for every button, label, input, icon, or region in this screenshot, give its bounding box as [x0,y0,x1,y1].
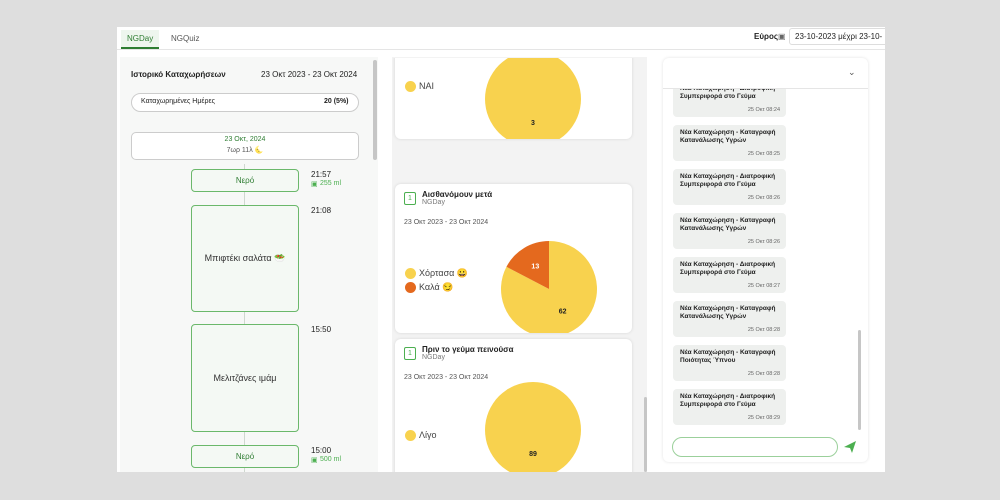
notification-time: 25 Οκτ 08:25 [747,151,780,157]
notification-title: Νέα Καταχώρηση - Διατροφική Συμπεριφορά … [680,393,776,408]
notification-time: 25 Οκτ 08:24 [747,107,780,113]
pie-slice [485,382,581,472]
card-period: 23 Οκτ 2023 - 23 Οκτ 2024 [404,219,489,226]
slice-label: 62 [559,308,567,315]
tab[interactable]: NGDay [121,30,160,49]
timeline-entry[interactable]: Μελιτζάνες ιμάμ [191,324,299,432]
legend-dot [405,282,416,293]
card-icon: 1 [404,192,416,205]
days-value: 20 (5%) [324,98,349,105]
legend-dot [405,268,416,279]
card-period: 23 Οκτ 2023 - 23 Οκτ 2024 [404,374,489,381]
message-input[interactable] [672,437,838,457]
notification-time: 25 Οκτ 08:26 [747,239,780,245]
notification-title: Νέα Καταχώρηση - Διατροφική Συμπεριφορά … [680,173,776,188]
app: NGDay NGQuiz Εύρος ▣ 23-10-2023 μέχρι 23… [117,27,885,472]
days-pill [131,93,359,112]
scrollbar [858,330,861,430]
timeline-line [244,164,245,472]
history-period: 23 Οκτ 2023 - 23 Οκτ 2024 [261,70,358,79]
header [117,27,885,50]
notification[interactable]: Νέα Καταχώρηση - Διατροφική Συμπεριφορά … [673,257,786,293]
notification[interactable]: Νέα Καταχώρηση - Καταγραφή Κατανάλωσης Υ… [673,213,786,249]
slice-label: 13 [531,263,539,270]
card-title: Αισθανόμουν μετά [422,190,493,199]
notifications-list: Νέα Καταχώρηση - Διατροφική Συμπεριφορά … [663,89,868,431]
legend-dot [405,81,416,92]
legend-label: Χόρτασα 😀 [419,268,469,278]
notification-time: 25 Οκτ 08:29 [747,415,780,421]
card-source: NGDay [422,199,445,206]
notification[interactable]: Νέα Καταχώρηση - Διατροφική Συμπεριφορά … [673,169,786,205]
cards-viewport: ΝΑΙ 3 1 Αισθανόμουν μετά NGDay 23 Οκτ 2023 - … [392,58,647,472]
range-label: Εύρος [754,32,778,41]
notification-title: Νέα Καταχώρηση - Καταγραφή Κατανάλωσης Υ… [680,217,776,232]
chart-card: ΝΑΙ 3 [395,58,632,139]
notification-title: Νέα Καταχώρηση - Καταγραφή Κατανάλωσης Υ… [680,305,776,320]
notification[interactable]: Νέα Καταχώρηση - Διατροφική Συμπεριφορά … [673,89,786,117]
timeline-entry[interactable]: Νερό [191,445,299,468]
notification-time: 25 Οκτ 08:28 [747,327,780,333]
chevron[interactable]: ⌄ [848,67,856,77]
pie-slice [501,241,597,333]
amount-icon: ▣ [311,457,318,464]
notification-title: Νέα Καταχώρηση - Καταγραφή Ποιότητας Ύπν… [680,349,776,364]
legend-label: ΝΑΙ [419,81,435,91]
pie-slice [485,58,581,139]
slice-label: 3 [531,120,535,127]
range-input[interactable]: 23-10-2023 μέχρι 23-10- [789,28,885,45]
notification-time: 25 Οκτ 08:27 [747,283,780,289]
timeline-entry[interactable]: Μπιφτέκι σαλάτα 🥗 [191,205,299,312]
legend-label: Καλά 😏 [419,282,454,292]
date: 23 Οκτ, 2024 [224,136,266,143]
notification[interactable]: Νέα Καταχώρηση - Καταγραφή Ποιότητας Ύπν… [673,345,786,381]
notification-time: 25 Οκτ 08:26 [747,195,780,201]
history-title: Ιστορικό Καταχωρήσεων [131,70,226,79]
days-label: Καταχωρημένες Ημέρες [141,98,215,105]
pie-chart: 62 13 [501,241,597,333]
scrollbar [644,397,647,472]
scrollbar [373,60,377,160]
notification-title: Νέα Καταχώρηση - Διατροφική Συμπεριφορά … [680,261,776,276]
notification[interactable]: Νέα Καταχώρηση - Καταγραφή Κατανάλωσης Υ… [673,125,786,161]
entry-time: 15:00 [311,446,332,455]
amount-icon: ▣ [311,181,318,188]
notification-title: Νέα Καταχώρηση - Καταγραφή Κατανάλωσης Υ… [680,129,776,144]
pie-slice [506,241,549,289]
calendar-icon: ▣ [778,32,786,41]
card-source: NGDay [422,354,445,361]
entry-time: 21:57 [311,170,332,179]
entry-time: 21:08 [311,206,332,215]
notification-time: 25 Οκτ 08:28 [747,371,780,377]
chart-card: 1 Αισθανόμουν μετά NGDay 23 Οκτ 2023 - 23 Ο… [395,184,632,333]
notification[interactable]: Νέα Καταχώρηση - Διατροφική Συμπεριφορά … [673,389,786,425]
timeline-entry[interactable]: Νερό [191,169,299,192]
entry-amount: 500 ml [320,456,342,463]
legend-label: Λίγο [419,430,437,440]
legend-dot [405,430,416,441]
pie-chart: 89 [485,382,581,472]
notification-title: Νέα Καταχώρηση - Διατροφική Συμπεριφορά … [680,89,775,100]
card-title: Πριν το γεύμα πεινούσα [422,345,514,354]
dropdown[interactable] [663,58,868,89]
date-card[interactable] [131,132,359,160]
tab[interactable]: NGQuiz [171,34,200,43]
entry-amount: 255 ml [320,180,342,187]
slice-label: 89 [529,451,537,458]
pie-chart: 3 [485,58,581,139]
notification[interactable]: Νέα Καταχώρηση - Καταγραφή Κατανάλωσης Υ… [673,301,786,337]
card-icon: 1 [404,347,416,360]
sleep: 7ωρ 11λ 🌜 [226,147,264,154]
send-button[interactable] [843,440,857,454]
entry-time: 15:50 [311,325,332,334]
chart-card: 1 Πριν το γεύμα πεινούσα NGDay 23 Οκτ 2023 … [395,339,632,472]
